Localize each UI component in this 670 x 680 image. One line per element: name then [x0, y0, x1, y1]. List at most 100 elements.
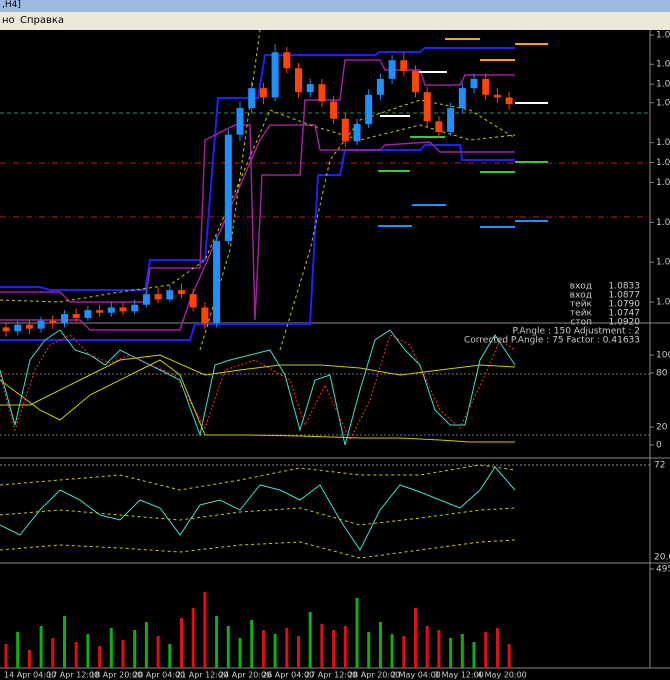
candle-body	[470, 78, 478, 89]
price-label: 1.07	[656, 178, 670, 188]
volume-bar	[308, 612, 312, 668]
candle-body	[201, 307, 209, 324]
rsi-label: 20.6	[654, 553, 670, 563]
info-label: тейк	[570, 300, 593, 310]
volume-bar	[320, 624, 324, 668]
volume-bar	[250, 620, 254, 668]
volume-bar	[86, 634, 90, 668]
candle-body	[259, 88, 267, 98]
time-label: 21 Apr 12:00	[176, 671, 228, 680]
param-text: Corrected P.Angle : 75 Factor : 0.41633	[464, 336, 640, 346]
menu-item[interactable]: Справка	[20, 15, 65, 26]
candle-body	[353, 124, 361, 142]
volume-bar	[390, 634, 394, 668]
candle-body	[376, 78, 384, 95]
volume-bar	[4, 644, 8, 668]
volume-bar	[425, 626, 429, 668]
volume-bar	[215, 616, 219, 668]
volume-bar	[402, 636, 406, 668]
time-label: 26 Apr 04:00	[262, 671, 314, 680]
candle-body	[365, 94, 373, 125]
window-title: ,H4]	[2, 0, 21, 10]
time-label: 28 Apr 20:00	[348, 671, 400, 680]
candle-body	[213, 240, 221, 324]
price-label: 1.06	[656, 298, 670, 308]
candle-body	[72, 314, 80, 319]
menu-item[interactable]: но	[2, 15, 15, 26]
price-label: 1.08	[656, 80, 670, 90]
time-label: 27 Apr 12:00	[305, 671, 357, 680]
candle-body	[283, 52, 291, 69]
volume-bar	[449, 638, 453, 668]
info-label: вход	[570, 291, 592, 301]
volume-bar	[63, 616, 66, 668]
volume-bar	[39, 626, 43, 668]
price-label: 1.08	[656, 31, 670, 41]
candle-body	[330, 101, 338, 119]
volume-bar	[367, 632, 371, 668]
candle-body	[107, 307, 115, 313]
candle-body	[96, 310, 104, 313]
volume-bar	[297, 636, 300, 668]
volume-bar	[343, 626, 347, 668]
candle-body	[458, 88, 466, 109]
candle-body	[248, 88, 256, 109]
candle-body	[25, 324, 33, 329]
time-label: 4 May 20:00	[477, 671, 527, 680]
volume-bar	[144, 622, 148, 668]
volume-bar	[180, 618, 183, 668]
rsi-label: 72	[654, 461, 665, 471]
volume-label: 495	[656, 565, 670, 575]
time-label: 20 Apr 04:00	[133, 671, 185, 680]
chart-area: 1.08 1.08 1.08 1.08 1.08 1.07 1.07 1.07 1.06 1.06…	[0, 30, 670, 680]
candle-body	[423, 92, 431, 122]
candle-body	[131, 304, 139, 312]
volume-bar	[203, 592, 207, 668]
time-label: 14 Apr 04:00	[4, 671, 56, 680]
candle-body	[166, 290, 174, 300]
menu-bar: но Справка	[0, 12, 670, 31]
volume-bar	[414, 608, 417, 668]
candle-body	[306, 84, 314, 93]
title-bar: ,H4]	[0, 0, 670, 12]
info-value: 1.0920	[609, 318, 641, 328]
candle-body	[189, 294, 197, 308]
volume-bar	[484, 632, 488, 668]
candle-body	[400, 60, 408, 71]
volume-bar	[378, 622, 382, 668]
time-label: 24 Apr 20:00	[219, 671, 271, 680]
time-label: 3 May 12:00	[434, 671, 484, 680]
candle-body	[84, 310, 92, 319]
price-label: 1.06	[656, 258, 670, 268]
price-label: 1.08	[656, 60, 670, 70]
info-value: 1.0877	[609, 291, 641, 301]
volume-bar	[437, 630, 441, 668]
candle-body	[505, 97, 513, 105]
candle-body	[178, 290, 185, 295]
candle-body	[271, 52, 279, 98]
volume-bar	[273, 634, 277, 668]
time-label: 18 Apr 20:00	[90, 671, 142, 680]
volume-bar	[168, 644, 172, 668]
volume-bar	[507, 644, 511, 668]
osc-label: 20	[656, 423, 668, 433]
volume-bar	[460, 634, 464, 668]
time-label: 2 May 04:00	[391, 671, 441, 680]
candle-body	[435, 121, 443, 133]
candle-body	[142, 294, 150, 305]
osc-label: 80	[656, 369, 668, 379]
info-value: 1.0833	[609, 282, 641, 292]
param-text: P.Angle : 150 Adjustment : 2	[513, 327, 640, 337]
candle-body	[295, 68, 302, 93]
volume-bar	[495, 628, 499, 668]
candle-body	[318, 84, 326, 102]
candle-body	[49, 320, 57, 324]
candle-body	[388, 60, 396, 79]
volume-bar	[98, 646, 102, 668]
volume-bar	[27, 650, 31, 668]
volume-bar	[74, 642, 78, 668]
volume-bar	[226, 626, 230, 668]
candle-body	[119, 307, 127, 312]
info-label: тейк	[570, 309, 593, 319]
candle-body	[482, 78, 490, 95]
